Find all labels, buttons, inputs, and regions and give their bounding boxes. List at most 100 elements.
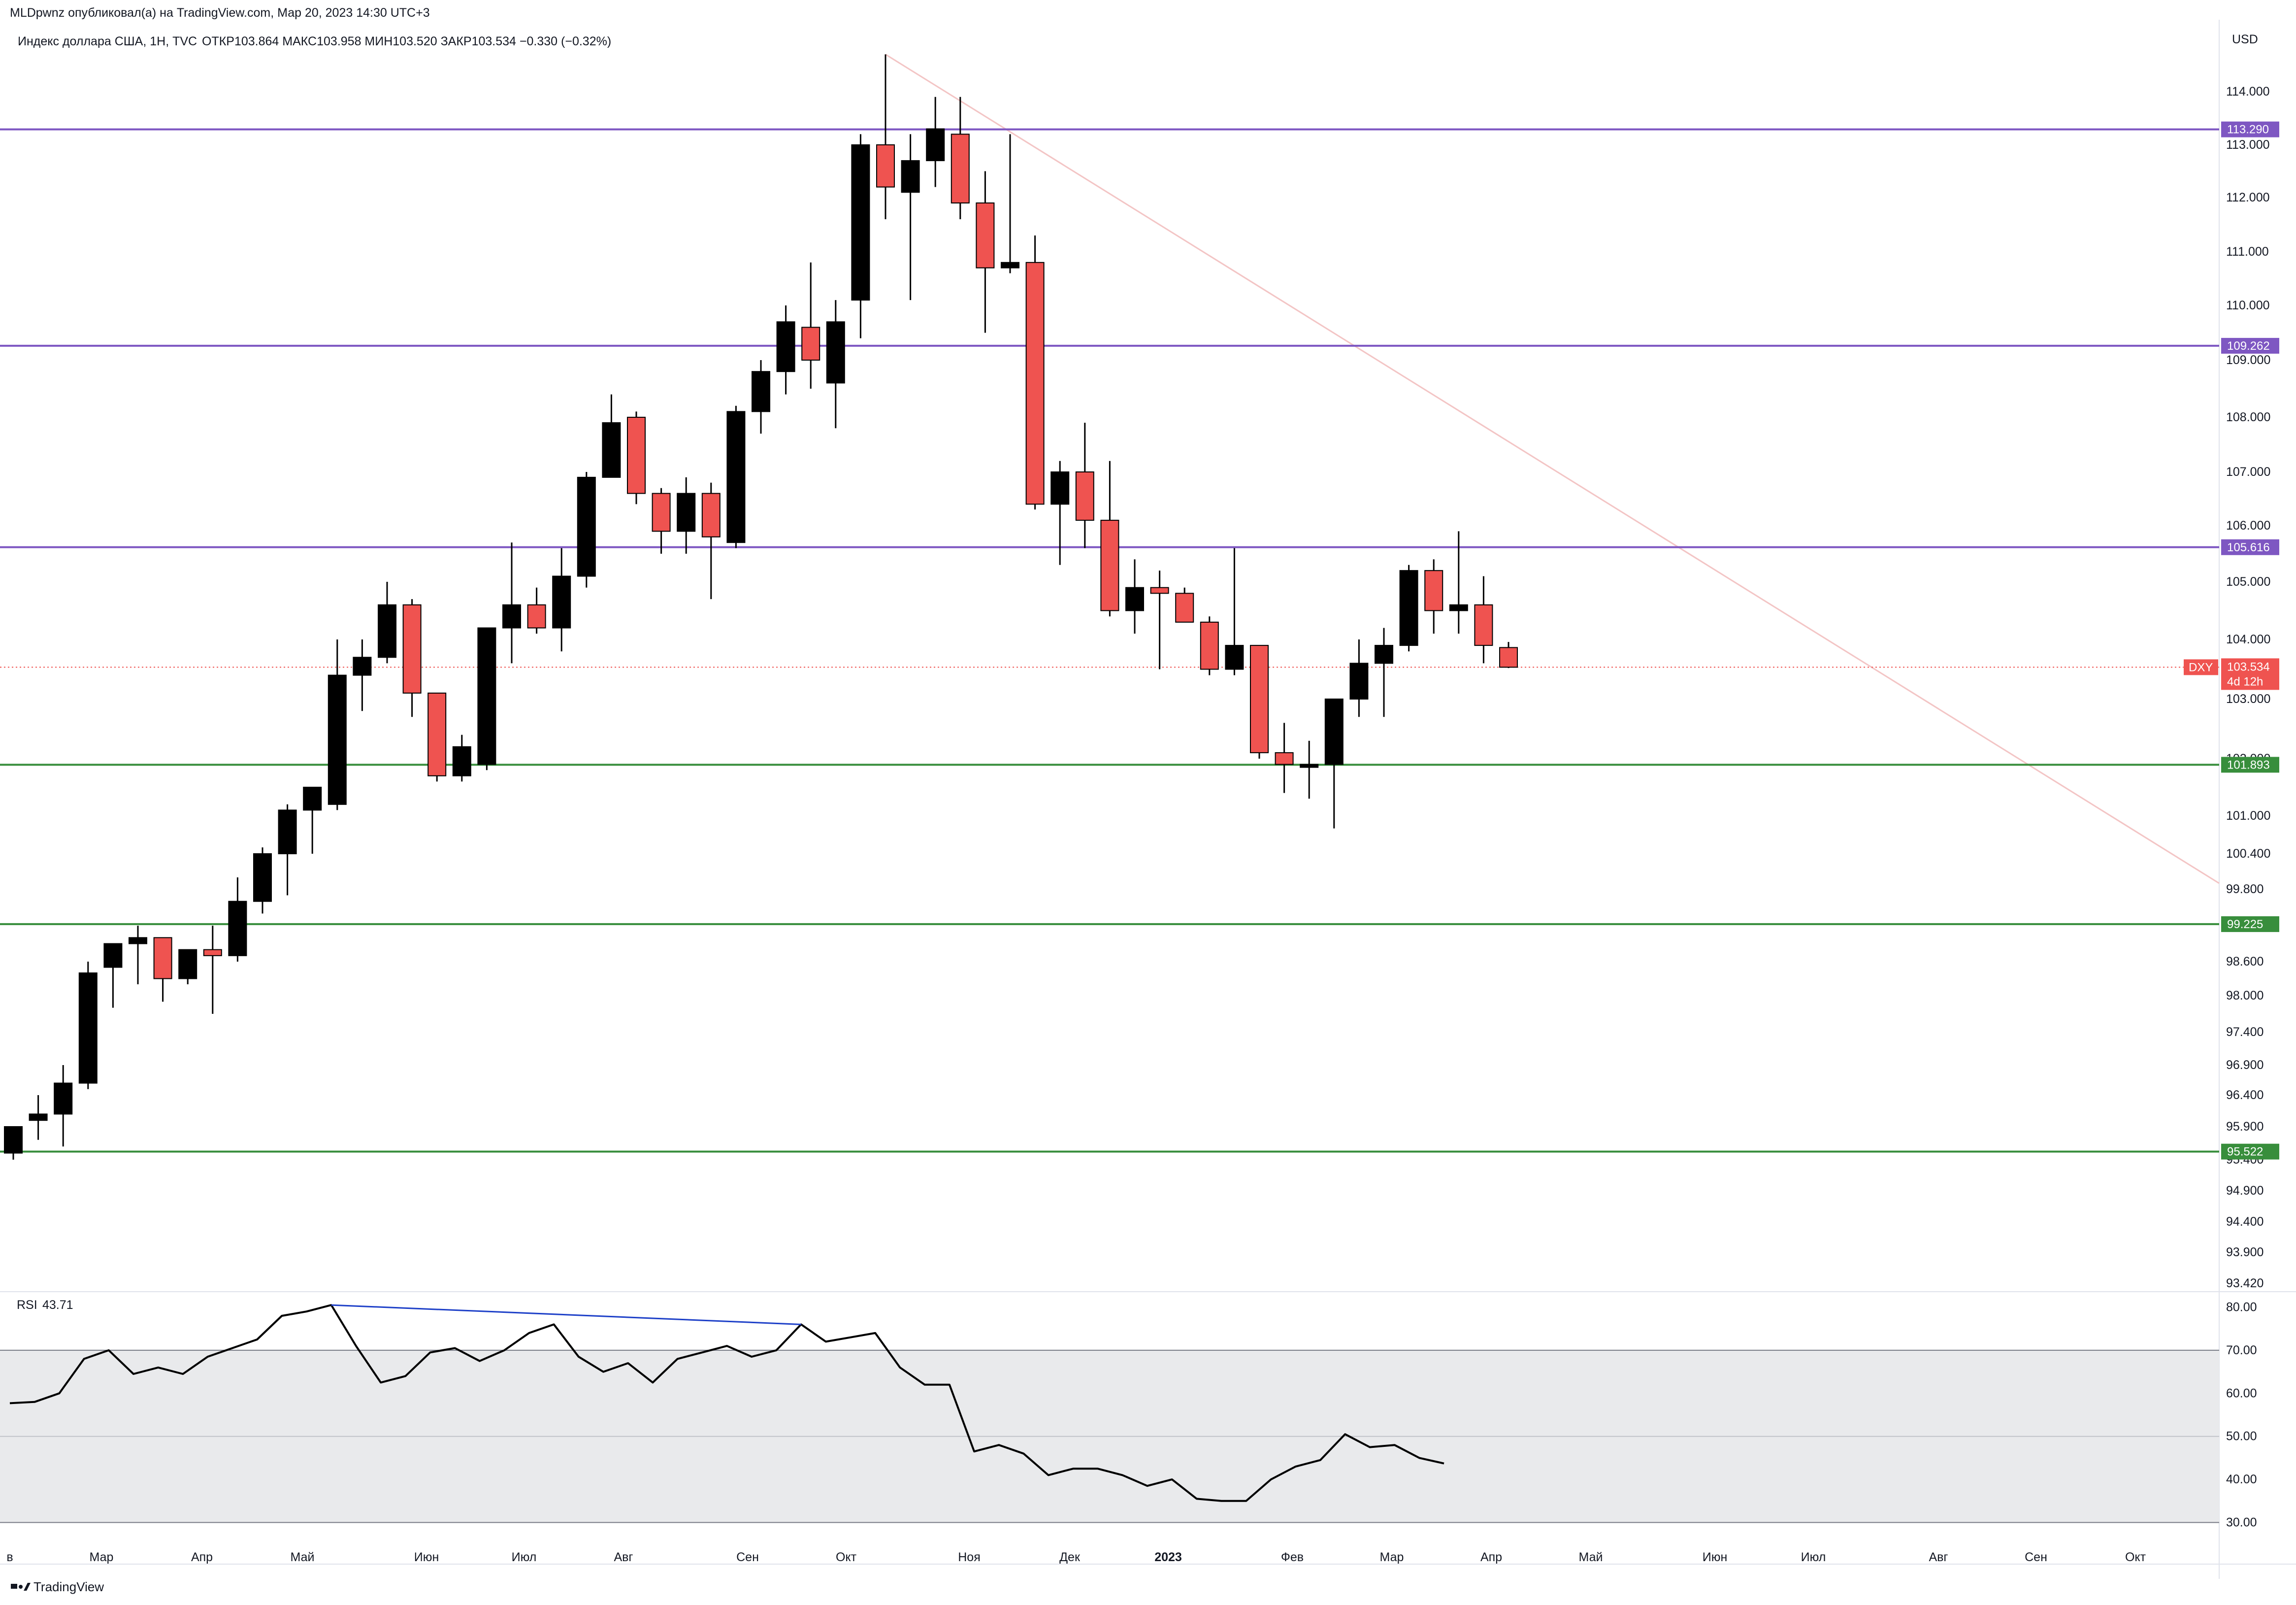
candles-layer	[4, 54, 1518, 1160]
time-tick-label: в	[6, 1550, 13, 1564]
candle	[1349, 639, 1369, 717]
price-pane[interactable]: USD 114.000113.000112.000111.000110.0001…	[0, 20, 2296, 1579]
candle	[103, 943, 123, 1008]
countdown-label: 4d 12h	[2227, 675, 2263, 688]
candle	[1424, 559, 1443, 634]
candle-body	[1474, 604, 1493, 646]
candle-body	[1125, 587, 1144, 611]
candle	[1399, 565, 1418, 652]
symbol-badge	[2184, 659, 2218, 675]
price-tick-label: 96.900	[2226, 1058, 2263, 1072]
rsi-tick-label: 30.00	[2226, 1516, 2257, 1530]
level-badge	[2221, 337, 2279, 354]
candle	[29, 1095, 48, 1140]
currency-label: USD	[2232, 33, 2258, 46]
tradingview-logo-icon	[11, 1583, 31, 1591]
candle	[1300, 740, 1319, 799]
candle	[951, 97, 970, 219]
candle-body	[29, 1113, 48, 1121]
candle-body	[876, 144, 895, 188]
symbol-title: Индекс доллара США, 1Н, TVC	[18, 34, 197, 48]
candle	[353, 639, 372, 711]
candle-body	[726, 411, 746, 543]
candle-body	[627, 417, 646, 494]
level-badge	[2221, 1143, 2279, 1160]
candle	[1025, 235, 1045, 510]
candle	[552, 548, 571, 652]
candle-body	[402, 604, 422, 694]
candle-body	[1225, 645, 1244, 670]
time-axis[interactable]: в Мар Апр Май Июн Июл Авг Сен Окт Ноя Дек 2023 Фев Ма…	[6, 1550, 2146, 1564]
candle	[1225, 548, 1244, 675]
rsi-tick-label: 50.00	[2226, 1430, 2257, 1443]
candle-body	[752, 371, 770, 412]
candle	[228, 877, 247, 962]
price-tick-label: 98.600	[2226, 955, 2263, 969]
candle-body	[1424, 570, 1443, 611]
candle-body	[153, 937, 172, 979]
tradingview-logo[interactable]: TradingView	[11, 1579, 104, 1594]
price-tick-label: 109.000	[2226, 353, 2270, 367]
rsi-line	[9, 1304, 1444, 1502]
time-tick-label: Авг	[1929, 1550, 1948, 1564]
symbol-badge-label: DXY	[2189, 661, 2213, 674]
candle	[477, 627, 496, 770]
candle	[178, 949, 197, 984]
candle-body	[477, 627, 496, 765]
candle	[801, 262, 820, 389]
candle	[502, 542, 521, 664]
candle	[303, 787, 322, 854]
price-tick-label: 108.000	[2226, 410, 2270, 424]
rsi-divergence-line[interactable]	[331, 1304, 801, 1325]
level-badge	[2221, 757, 2279, 773]
candle	[378, 582, 396, 664]
time-tick-label: Сен	[736, 1550, 759, 1564]
candle-body	[1449, 604, 1468, 611]
price-tick-label: 111.000	[2226, 245, 2269, 259]
time-tick-label: Июл	[1801, 1550, 1826, 1564]
candle-body	[427, 692, 447, 776]
time-tick-label: Фев	[1281, 1550, 1304, 1564]
candle	[1449, 531, 1468, 634]
time-tick-label: Мар	[1380, 1550, 1404, 1564]
level-badge-label: 113.290	[2227, 123, 2269, 136]
published-caption: MLDpwnz опубликовал(а) на TradingView.co…	[10, 6, 430, 20]
time-tick-label: Июн	[414, 1550, 439, 1564]
candle-body	[652, 493, 671, 532]
candle-body	[851, 144, 870, 301]
candle-body	[701, 493, 721, 537]
price-tick-label: 112.000	[2226, 191, 2270, 204]
time-tick-label: Окт	[2125, 1550, 2146, 1564]
candle	[901, 134, 920, 301]
candle	[677, 477, 696, 554]
rsi-tick-label: 60.00	[2226, 1386, 2257, 1400]
rsi-title: RSI	[17, 1298, 37, 1312]
candle-body	[203, 949, 222, 956]
price-axis[interactable]: 114.000 113.000 112.000 111.000 110.000 109.0…	[2226, 85, 2270, 1290]
rsi-layer: 80.00 70.00 60.00 50.00 40.00 30.00	[0, 1300, 2257, 1530]
rsi-pane[interactable]: 80.00 70.00 60.00 50.00 40.00 30.00 RSI 43.71	[0, 1298, 2257, 1530]
candle	[1075, 423, 1094, 548]
level-badge-label: 109.262	[2227, 339, 2270, 353]
trendline[interactable]	[885, 54, 2220, 884]
level-badge	[2221, 916, 2279, 932]
candle	[1474, 576, 1493, 664]
candle-body	[253, 853, 272, 902]
candle-body	[1075, 471, 1094, 521]
price-tick-label: 100.400	[2226, 847, 2270, 861]
rsi-tick-label: 80.00	[2226, 1300, 2257, 1314]
candle-body	[54, 1082, 73, 1115]
candle-body	[901, 160, 920, 193]
candle	[926, 97, 945, 187]
time-tick-label: Июл	[512, 1550, 537, 1564]
candle-body	[527, 604, 546, 629]
time-tick-label: Мар	[90, 1550, 114, 1564]
candle-body	[4, 1126, 23, 1154]
rsi-value: 43.71	[42, 1298, 73, 1312]
candle-body	[1150, 587, 1169, 594]
time-tick-label: Дек	[1059, 1550, 1081, 1564]
price-tick-label: 107.000	[2226, 465, 2270, 479]
tradingview-brand: TradingView	[33, 1579, 104, 1594]
last-price-badge	[2221, 658, 2279, 690]
